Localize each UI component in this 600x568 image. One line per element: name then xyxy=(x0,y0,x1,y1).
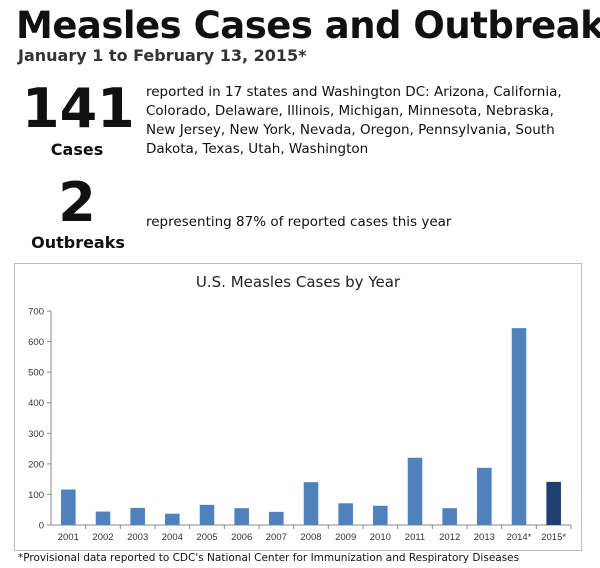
y-tick-label: 700 xyxy=(28,307,44,318)
chart-title: U.S. Measles Cases by Year xyxy=(195,273,401,291)
x-tick-label: 2003 xyxy=(127,532,148,543)
x-tick-label: 2005 xyxy=(196,532,217,543)
bar xyxy=(234,508,249,525)
y-tick-label: 200 xyxy=(28,459,44,470)
x-tick-label: 2001 xyxy=(58,532,79,543)
chart-panel: U.S. Measles Cases by Year 0 100 200 300 400… xyxy=(14,263,582,551)
y-tick-label: 300 xyxy=(28,429,44,440)
stat-outbreaks-value: 2 xyxy=(58,171,96,234)
bar xyxy=(303,482,319,525)
bar xyxy=(269,511,284,525)
stat-cases-label: Cases xyxy=(50,140,104,159)
x-tick-label: 2009 xyxy=(335,532,356,543)
stat-outbreaks-text: representing 87% of reported cases this … xyxy=(146,214,452,230)
bar xyxy=(477,467,492,525)
bar xyxy=(511,328,527,525)
x-tick-label: 2006 xyxy=(231,532,252,543)
bar xyxy=(373,505,388,525)
bar xyxy=(199,504,215,525)
bar xyxy=(165,513,180,525)
stat-cases-value: 141 xyxy=(22,77,135,140)
x-tick-label: 2004 xyxy=(162,532,183,543)
x-tick-label: 2008 xyxy=(300,532,321,543)
y-tick-label: 400 xyxy=(28,398,44,409)
y-tick-label: 100 xyxy=(28,490,44,501)
bar xyxy=(546,481,561,525)
x-tick-label: 2014* xyxy=(507,532,532,543)
x-tick-label: 2013 xyxy=(474,532,495,543)
bar xyxy=(442,508,457,525)
page-subtitle: January 1 to February 13, 2015* xyxy=(18,46,307,65)
x-tick-label: 2007 xyxy=(266,532,287,543)
bar xyxy=(95,511,111,525)
stat-outbreaks-label: Outbreaks xyxy=(31,233,125,252)
bar xyxy=(407,457,423,525)
y-tick-label: 600 xyxy=(28,337,44,348)
bar-chart: 0 100 200 300 400 500 600 700 2001 2002 2003 2004 20… xyxy=(28,307,572,543)
page-title: Measles Cases and Outbreaks xyxy=(16,4,600,47)
bar xyxy=(130,507,145,525)
x-tick-label: 2002 xyxy=(92,532,113,543)
y-tick-label: 500 xyxy=(28,368,44,379)
bar xyxy=(61,489,76,525)
y-tick-label: 0 xyxy=(39,521,44,532)
bar xyxy=(338,503,353,525)
x-tick-label: 2012 xyxy=(439,532,460,543)
footnote: *Provisional data reported to CDC's Nati… xyxy=(18,552,520,564)
x-tick-label: 2015* xyxy=(541,532,566,543)
stat-cases-text: reported in 17 states and Washington DC:… xyxy=(146,84,562,157)
x-tick-label: 2010 xyxy=(370,532,391,543)
x-tick-label: 2011 xyxy=(405,532,425,543)
